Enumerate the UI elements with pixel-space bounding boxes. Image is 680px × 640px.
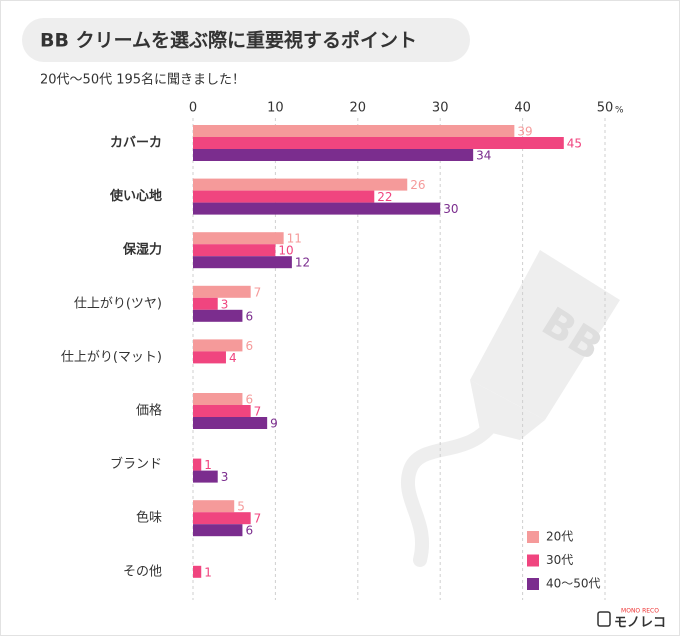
bar: [193, 309, 243, 322]
value-label: 22: [377, 190, 392, 204]
value-label: 10: [278, 244, 293, 258]
subtitle: 20代〜50代 195名に聞きました！: [40, 72, 245, 88]
value-label: 45: [567, 137, 582, 151]
x-tick-label: 20: [350, 101, 367, 116]
bar: [193, 351, 226, 364]
bar: [193, 393, 243, 405]
bar: [193, 339, 243, 352]
value-label: 12: [295, 256, 310, 270]
value-label: 3: [221, 297, 229, 311]
bar: [193, 417, 268, 429]
category-label: 使い心地: [109, 188, 162, 204]
legend-swatch: [527, 578, 539, 590]
category-label: 保湿力: [122, 242, 162, 258]
value-label: 3: [221, 470, 229, 484]
category-label: ブランド: [110, 456, 162, 472]
bar: [193, 458, 202, 471]
value-label: 6: [245, 309, 253, 323]
value-label: 1: [204, 565, 212, 579]
value-label: 26: [410, 178, 425, 192]
bar: [193, 256, 292, 269]
bar: [193, 470, 218, 483]
legend-label: 20代: [546, 530, 573, 544]
value-label: 7: [254, 405, 262, 419]
value-label: 7: [254, 512, 262, 526]
category-label: 仕上がり(ツヤ): [74, 296, 162, 311]
bar: [193, 500, 235, 513]
value-label: 11: [287, 232, 302, 246]
x-tick-label: 50: [597, 101, 614, 116]
x-tick-label: 10: [267, 101, 284, 116]
category-label: カバーカ: [110, 136, 162, 151]
value-label: 6: [245, 393, 253, 407]
bar: [193, 405, 251, 417]
x-tick-label: 40: [514, 101, 531, 116]
category-label: 仕上がり(マット): [61, 350, 162, 365]
tube-illustration: [401, 250, 620, 567]
bar: [193, 137, 564, 149]
logo-sub: MONO RECO: [621, 608, 659, 615]
value-label: 9: [270, 417, 278, 431]
bar: [193, 190, 375, 203]
bar: [193, 285, 251, 298]
value-label: 5: [237, 500, 245, 514]
value-label: 4: [229, 351, 237, 365]
bar: [193, 244, 276, 257]
bar: [193, 149, 474, 161]
legend-swatch: [527, 554, 539, 567]
value-label: 30: [443, 202, 458, 216]
bar: [193, 202, 441, 215]
x-unit: %: [615, 106, 624, 116]
legend-label: 40〜50代: [546, 577, 601, 591]
bar: [193, 565, 202, 578]
x-tick-label: 30: [432, 101, 449, 116]
logo-text: モノレコ: [614, 616, 666, 631]
value-label: 6: [245, 524, 253, 538]
bar: [193, 178, 408, 191]
title-pill: [22, 18, 470, 62]
bar: [193, 512, 251, 525]
bar: [193, 297, 218, 310]
logo: MONO RECO モノレコ: [597, 608, 666, 631]
value-label: 39: [517, 125, 532, 139]
legend-label: 30代: [546, 553, 573, 567]
bar: [193, 524, 243, 537]
legend-swatch: [527, 531, 539, 543]
logo-icon: [597, 611, 611, 627]
category-label: 価格: [136, 403, 162, 419]
bar: [193, 232, 284, 245]
value-label: 7: [254, 285, 262, 299]
category-label: その他: [123, 564, 162, 579]
bar: [193, 125, 515, 137]
x-tick-label: 0: [189, 101, 197, 116]
value-label: 34: [476, 149, 491, 163]
chart-title: BB クリームを選ぶ際に重要視するポイント: [40, 29, 417, 52]
category-label: 色味: [136, 510, 162, 526]
value-label: 6: [245, 339, 253, 353]
value-label: 1: [204, 458, 212, 472]
